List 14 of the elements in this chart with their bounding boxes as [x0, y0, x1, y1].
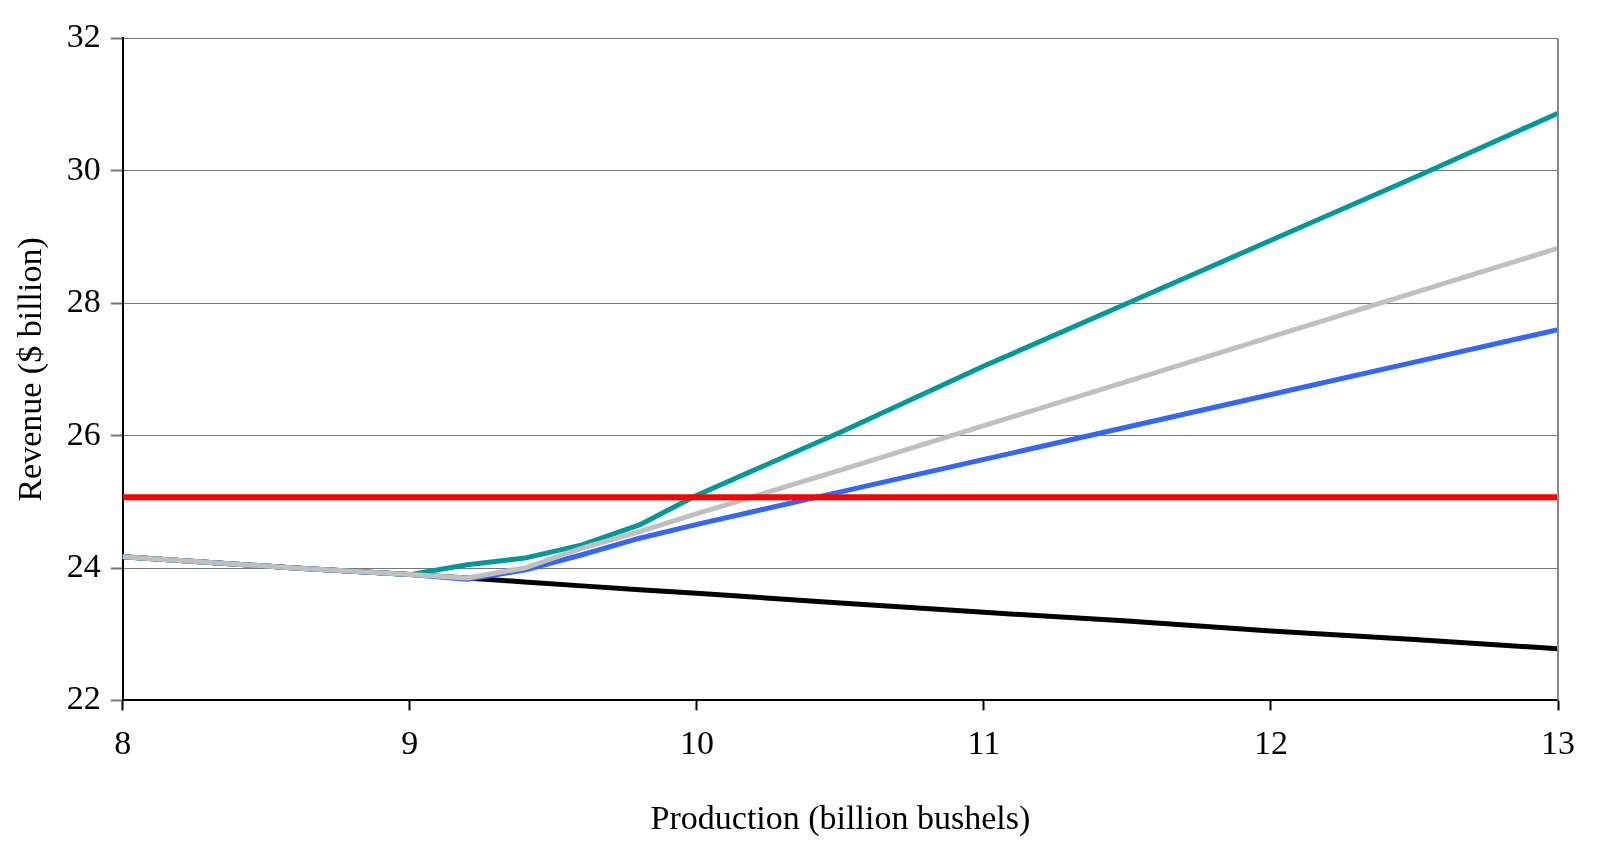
x-tick-label: 9	[401, 723, 419, 761]
x-tick-label: 11	[967, 723, 1001, 761]
y-tick-label: 32	[66, 17, 101, 55]
x-tick-label: 13	[1541, 723, 1575, 761]
y-tick-label: 28	[66, 282, 101, 320]
y-tick-label: 30	[66, 149, 101, 187]
x-tick-label: 10	[679, 723, 714, 761]
y-tick-label: 22	[66, 679, 101, 717]
x-tick-label: 12	[1253, 723, 1288, 761]
y-tick-label: 26	[66, 414, 101, 452]
y-tick-label: 24	[66, 546, 101, 584]
y-axis-title: Revenue ($ billion)	[11, 237, 50, 502]
x-axis-title: Production (billion bushels)	[650, 798, 1031, 837]
x-tick-label: 8	[114, 723, 132, 761]
